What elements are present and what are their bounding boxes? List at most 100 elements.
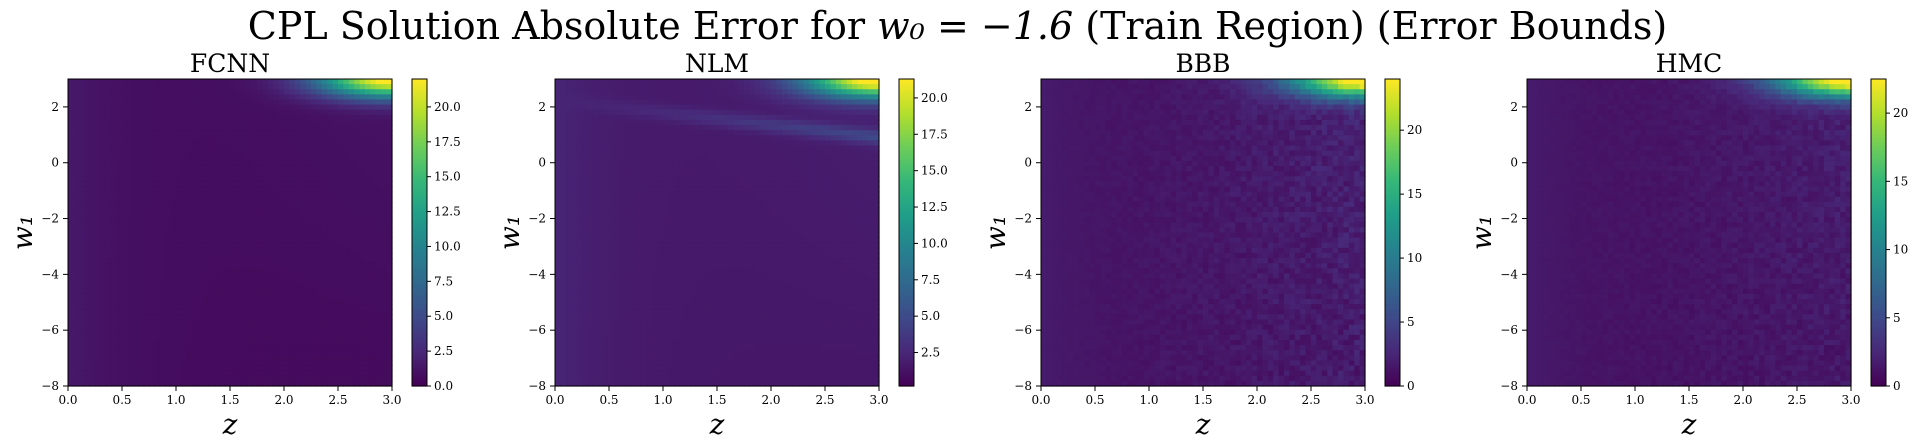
- heatmap-cell: [203, 294, 209, 300]
- heatmap-cell: [598, 212, 604, 218]
- heatmap-cell: [154, 243, 160, 249]
- heatmap-cell: [230, 263, 236, 269]
- heatmap-cell: [620, 345, 626, 351]
- heatmap-cell: [268, 350, 274, 356]
- heatmap-cell: [652, 376, 658, 382]
- heatmap-cell: [577, 340, 583, 346]
- heatmap-cell: [284, 94, 290, 100]
- heatmap-cell: [257, 263, 263, 269]
- heatmap-cell: [154, 330, 160, 336]
- heatmap-cell: [284, 84, 290, 90]
- heatmap-cell: [208, 268, 214, 274]
- heatmap-cell: [95, 99, 101, 105]
- heatmap-cell: [571, 294, 577, 300]
- heatmap-cell: [208, 125, 214, 131]
- heatmap-cell: [171, 125, 177, 131]
- heatmap-cell: [577, 212, 583, 218]
- heatmap-cell: [127, 84, 133, 90]
- heatmap-cell: [316, 186, 322, 192]
- heatmap-cell: [354, 340, 360, 346]
- heatmap-cell: [609, 125, 615, 131]
- heatmap-cell: [349, 197, 355, 203]
- heatmap-cell: [187, 253, 193, 259]
- heatmap-cell: [598, 253, 604, 259]
- heatmap-cell: [647, 340, 653, 346]
- heatmap-cell: [84, 243, 90, 249]
- heatmap-cell: [133, 371, 139, 377]
- heatmap-cell: [138, 222, 144, 228]
- heatmap-cell: [593, 233, 599, 239]
- heatmap-cell: [641, 140, 647, 146]
- heatmap-cell: [658, 89, 664, 95]
- heatmap-cell: [219, 89, 225, 95]
- heatmap-cell: [647, 227, 653, 233]
- heatmap-cell: [604, 176, 610, 182]
- heatmap-cell: [257, 99, 263, 105]
- heatmap-cell: [133, 99, 139, 105]
- heatmap-cell: [370, 140, 376, 146]
- heatmap-cell: [90, 238, 96, 244]
- heatmap-cell: [68, 227, 74, 233]
- heatmap-cell: [68, 248, 74, 254]
- heatmap-cell: [187, 233, 193, 239]
- heatmap-cell: [111, 330, 117, 336]
- heatmap-cell: [181, 192, 187, 198]
- heatmap-cell: [246, 166, 252, 172]
- heatmap-cell: [652, 304, 658, 310]
- heatmap-cell: [214, 171, 220, 177]
- heatmap-cell: [225, 176, 231, 182]
- heatmap-cell: [171, 299, 177, 305]
- heatmap-cell: [620, 366, 626, 372]
- heatmap-cell: [149, 197, 155, 203]
- heatmap-cell: [176, 176, 182, 182]
- heatmap-cell: [268, 186, 274, 192]
- heatmap-cell: [95, 125, 101, 131]
- heatmap-cell: [138, 335, 144, 341]
- heatmap-cell: [349, 243, 355, 249]
- heatmap-cell: [658, 340, 664, 346]
- heatmap-cell: [587, 350, 593, 356]
- heatmap-cell: [192, 238, 198, 244]
- heatmap-cell: [636, 192, 642, 198]
- heatmap-cell: [111, 130, 117, 136]
- heatmap-cell: [214, 227, 220, 233]
- heatmap-cell: [658, 176, 664, 182]
- heatmap-cell: [198, 294, 204, 300]
- heatmap-cell: [300, 340, 306, 346]
- heatmap-cell: [311, 161, 317, 167]
- heatmap-cell: [219, 289, 225, 295]
- heatmap-cell: [300, 253, 306, 259]
- heatmap-cell: [127, 99, 133, 105]
- heatmap-cell: [289, 248, 295, 254]
- heatmap-cell: [203, 186, 209, 192]
- heatmap-cell: [577, 125, 583, 131]
- heatmap-cell: [647, 253, 653, 259]
- heatmap-cell: [241, 273, 247, 279]
- heatmap-cell: [295, 151, 301, 157]
- heatmap-cell: [376, 176, 382, 182]
- heatmap-cell: [100, 314, 106, 320]
- heatmap-cell: [262, 94, 268, 100]
- heatmap-cell: [360, 248, 366, 254]
- heatmap-cell: [106, 166, 112, 172]
- heatmap-cell: [235, 89, 241, 95]
- heatmap-cell: [604, 314, 610, 320]
- heatmap-cell: [327, 314, 333, 320]
- heatmap-cell: [338, 120, 344, 126]
- heatmap-cell: [555, 222, 561, 228]
- heatmap-cell: [95, 181, 101, 187]
- heatmap-cell: [187, 340, 193, 346]
- heatmap-cell: [241, 289, 247, 295]
- heatmap-cell: [343, 202, 349, 208]
- heatmap-cell: [360, 289, 366, 295]
- heatmap-cell: [284, 222, 290, 228]
- heatmap-cell: [203, 289, 209, 295]
- heatmap-cell: [354, 186, 360, 192]
- heatmap-cell: [73, 243, 79, 249]
- heatmap-cell: [587, 166, 593, 172]
- heatmap-cell: [208, 376, 214, 382]
- heatmap-cell: [365, 273, 371, 279]
- heatmap-cell: [219, 227, 225, 233]
- heatmap-cell: [354, 146, 360, 152]
- heatmap-cell: [360, 284, 366, 290]
